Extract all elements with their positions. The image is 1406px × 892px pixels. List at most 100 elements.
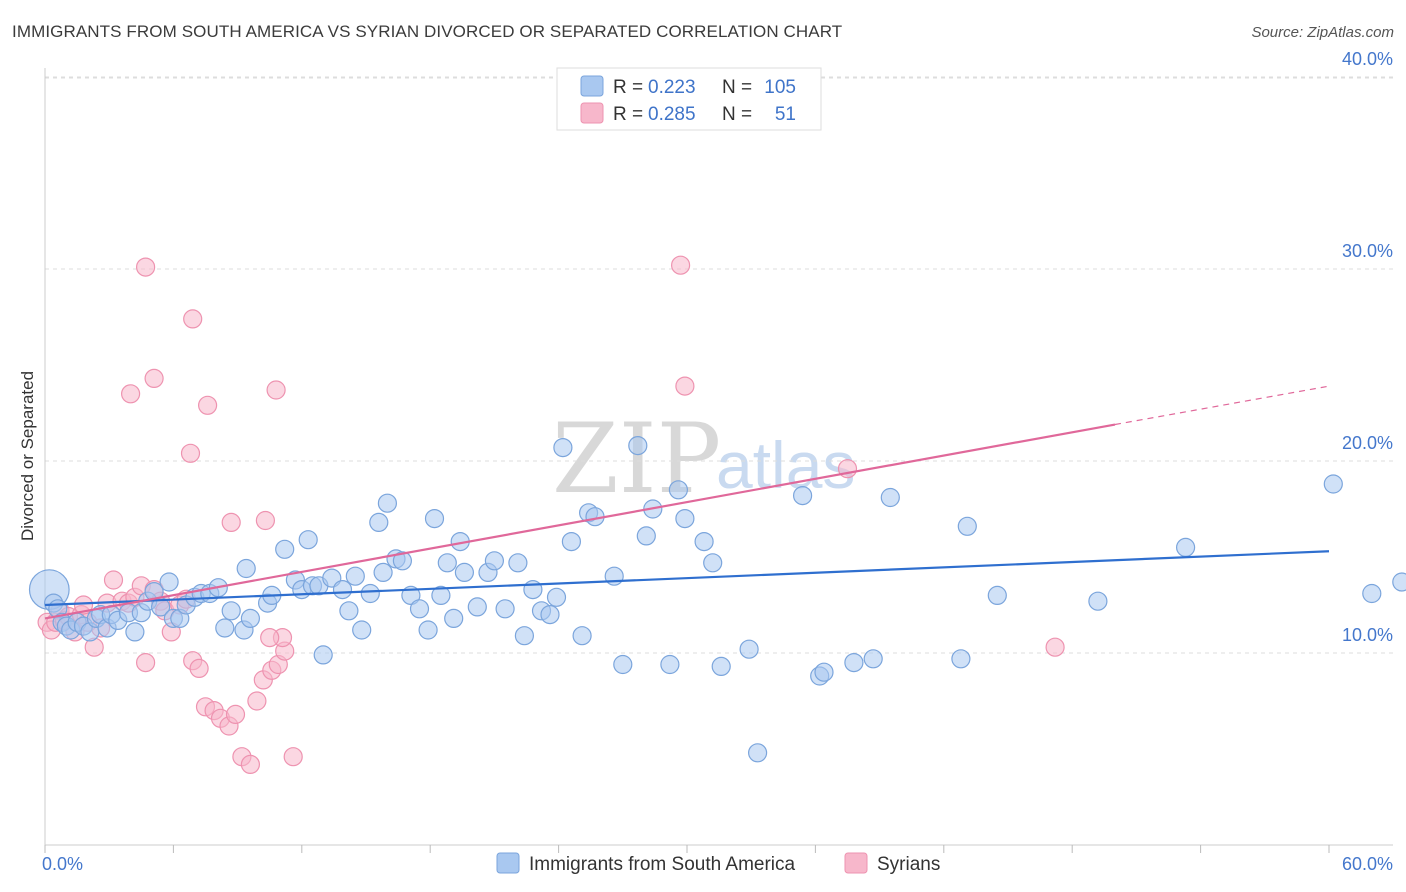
- south-america-point-98: [987, 585, 1007, 606]
- x-ticks: [44, 845, 1330, 853]
- south-america-point-86: [703, 553, 723, 573]
- trend-line-south-america: [44, 550, 1330, 607]
- south-america-point-66: [508, 553, 528, 573]
- x-tick-label-min: 0.0%: [42, 854, 83, 874]
- south-america-point-95: [880, 487, 900, 508]
- top-legend: R = 0.223 N = 105 R = 0.285 N = 51: [556, 67, 822, 131]
- south-america-point-57: [431, 585, 451, 606]
- y-tick-label-30: 30.0%: [1342, 241, 1393, 261]
- south-america-point-102: [1362, 583, 1382, 604]
- watermark-atlas: atlas: [716, 428, 855, 502]
- syrians-point-40: [136, 257, 156, 277]
- syrians-point-48: [266, 380, 286, 400]
- syrians-point-18: [136, 652, 156, 673]
- syrians-point-44: [183, 309, 203, 329]
- south-america-point-64: [484, 551, 504, 571]
- south-america-point-47: [360, 583, 380, 604]
- south-america-point-44: [339, 601, 359, 621]
- watermark-zip: ZIP: [552, 403, 721, 515]
- south-america-point-61: [454, 562, 474, 583]
- legend-r-label-1: R =: [613, 77, 643, 98]
- south-america-point-87: [711, 656, 731, 677]
- south-america-point-38: [298, 530, 318, 550]
- south-america-point-92: [814, 662, 834, 682]
- south-america-point-59: [444, 608, 464, 629]
- syrians-point-54: [260, 627, 280, 648]
- south-america-point-96: [951, 649, 971, 669]
- south-america-point-100: [1175, 537, 1196, 558]
- syrians-point-34: [247, 691, 267, 711]
- south-america-point-15: [125, 622, 145, 642]
- south-america-points: [28, 436, 1406, 763]
- axes: [44, 68, 1393, 846]
- y-tick-label-10: 10.0%: [1342, 625, 1393, 645]
- y-tick-label-20: 20.0%: [1342, 433, 1393, 453]
- south-america-point-84: [668, 480, 689, 500]
- x-tick-label-max: 60.0%: [1342, 854, 1393, 874]
- south-america-point-58: [437, 553, 457, 573]
- south-america-point-49: [373, 562, 393, 583]
- south-america-point-56: [424, 508, 445, 529]
- south-america-point-41: [313, 645, 333, 665]
- south-america-point-90: [792, 486, 813, 506]
- south-america-point-94: [863, 649, 883, 669]
- bottom-legend-swatch-pink: [844, 852, 868, 874]
- y-tick-label-40: 40.0%: [1342, 49, 1393, 69]
- south-america-point-52: [392, 551, 412, 571]
- south-america-point-46: [352, 620, 372, 640]
- source-label: Source: ZipAtlas.com: [1251, 24, 1394, 41]
- south-america-point-103: [1392, 572, 1406, 592]
- bottom-legend-label-south-america: Immigrants from South America: [529, 854, 796, 875]
- south-america-point-101: [1323, 474, 1343, 494]
- legend-swatch-pink: [580, 102, 604, 124]
- south-america-point-43: [332, 579, 353, 600]
- south-america-point-79: [628, 436, 648, 456]
- south-america-point-83: [675, 508, 695, 529]
- south-america-point-74: [572, 626, 592, 646]
- south-america-point-72: [553, 438, 573, 458]
- south-america-point-99: [1088, 591, 1108, 611]
- south-america-point-35: [275, 539, 295, 559]
- syrians-point-52: [1045, 637, 1065, 657]
- south-america-point-70: [540, 604, 560, 625]
- legend-r-value-1: 0.223: [648, 77, 696, 98]
- legend-n-label-1: N =: [722, 77, 752, 98]
- south-america-point-65: [495, 599, 515, 619]
- syrians-point-26: [189, 658, 209, 679]
- syrians-point-13: [103, 570, 124, 590]
- legend-n-value-2: 51: [775, 104, 796, 125]
- south-america-point-78: [613, 654, 633, 675]
- syrians-point-49: [670, 255, 691, 275]
- south-america-point-88: [739, 639, 759, 659]
- syrians-point-33: [240, 754, 260, 775]
- south-america-point-82: [660, 654, 680, 675]
- syrians-point-39: [283, 747, 303, 767]
- south-america-point-89: [747, 743, 768, 763]
- south-america-point-48: [369, 512, 389, 533]
- south-america-point-93: [844, 652, 864, 673]
- south-america-point-73: [561, 531, 582, 552]
- syrians-point-45: [198, 395, 218, 415]
- y-tick-labels: 10.0% 20.0% 30.0% 40.0%: [1342, 49, 1393, 645]
- south-america-point-29: [221, 601, 241, 621]
- south-america-point-97: [957, 516, 977, 536]
- south-america-point-50: [377, 493, 397, 513]
- south-america-point-20: [159, 572, 179, 592]
- south-america-point-67: [514, 626, 535, 646]
- trend-lines: [44, 385, 1330, 620]
- syrians-point-42: [144, 368, 164, 388]
- south-america-point-62: [467, 597, 487, 617]
- south-america-point-71: [546, 587, 567, 607]
- south-america-point-32: [236, 558, 256, 579]
- watermark: ZIP atlas: [552, 403, 855, 515]
- legend-r-value-2: 0.285: [648, 104, 696, 125]
- bottom-legend: Immigrants from South America Syrians: [496, 852, 940, 875]
- chart-title: IMMIGRANTS FROM SOUTH AMERICA VS SYRIAN …: [12, 22, 843, 41]
- legend-n-value-1: 105: [764, 77, 796, 98]
- south-america-point-31: [240, 608, 260, 629]
- south-america-point-80: [636, 526, 656, 546]
- trend-line-syrians-extension: [1114, 385, 1330, 426]
- south-america-point-85: [694, 531, 714, 552]
- south-america-point-28: [215, 618, 235, 638]
- legend-n-label-2: N =: [722, 104, 752, 125]
